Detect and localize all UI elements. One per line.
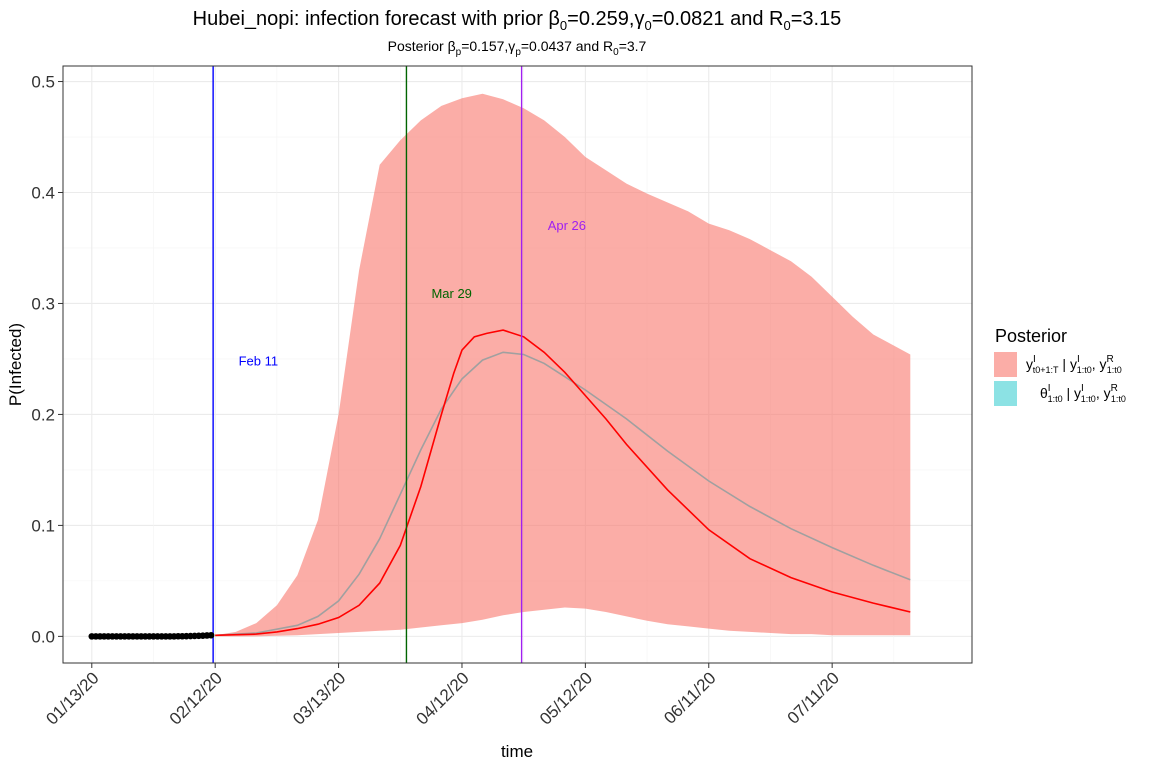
- vline-label: Apr 26: [548, 218, 586, 233]
- legend-label-band: yI t0+1:T | yI 1:t0, yR 1:t0: [1026, 354, 1122, 375]
- y-tick-label: 0.2: [31, 405, 55, 424]
- x-tick-label: 05/12/20: [536, 668, 596, 728]
- y-tick-label: 0.4: [31, 184, 55, 203]
- x-tick-label: 01/13/20: [42, 668, 102, 728]
- x-tick-label: 07/11/20: [784, 668, 843, 727]
- y-tick-label: 0.0: [31, 627, 55, 646]
- x-axis: 01/13/20 02/12/20 03/13/20 04/12/20 05/12/20…: [42, 663, 843, 729]
- lines-layer: [215, 329, 911, 637]
- vlines-layer: Feb 11 Mar 29 Apr 26: [212, 66, 586, 663]
- legend-key-band: [994, 352, 1017, 377]
- x-tick-label: 02/12/20: [166, 668, 226, 728]
- series-line-mean: [215, 351, 911, 637]
- x-tick-label: 04/12/20: [413, 668, 473, 728]
- forecast-band: [215, 93, 911, 637]
- y-tick-label: 0.5: [31, 73, 55, 92]
- chart-title: Hubei_nopi: infection forecast with prio…: [193, 8, 842, 33]
- band-layer: [215, 93, 911, 637]
- x-tick-label: 06/11/20: [660, 668, 719, 727]
- y-axis: 0.0 0.1 0.2 0.3 0.4 0.5: [31, 73, 63, 646]
- x-axis-label: time: [501, 742, 533, 761]
- series-line-median: [215, 329, 911, 637]
- vline-label: Feb 11: [239, 354, 279, 369]
- legend-label-theta: θI 1:t0 | yI 1:t0, yR 1:t0: [1040, 383, 1126, 404]
- observed-points: [88, 631, 215, 640]
- vline-label: Mar 29: [431, 286, 471, 301]
- y-axis-label: P(Infected): [6, 323, 25, 406]
- y-tick-label: 0.1: [31, 516, 55, 535]
- legend: Posterior yI t0+1:T | yI 1:t0, yR 1:t0 θI 1:…: [994, 326, 1126, 406]
- x-tick-label: 03/13/20: [289, 668, 349, 728]
- plot-border: [62, 65, 973, 664]
- legend-title: Posterior: [995, 326, 1067, 346]
- legend-key-theta: [994, 381, 1017, 406]
- chart-subtitle: Posterior βp=0.157,γp=0.0437 and R0=3.7: [388, 38, 647, 58]
- observed-point: [207, 631, 215, 639]
- y-tick-label: 0.3: [31, 294, 55, 313]
